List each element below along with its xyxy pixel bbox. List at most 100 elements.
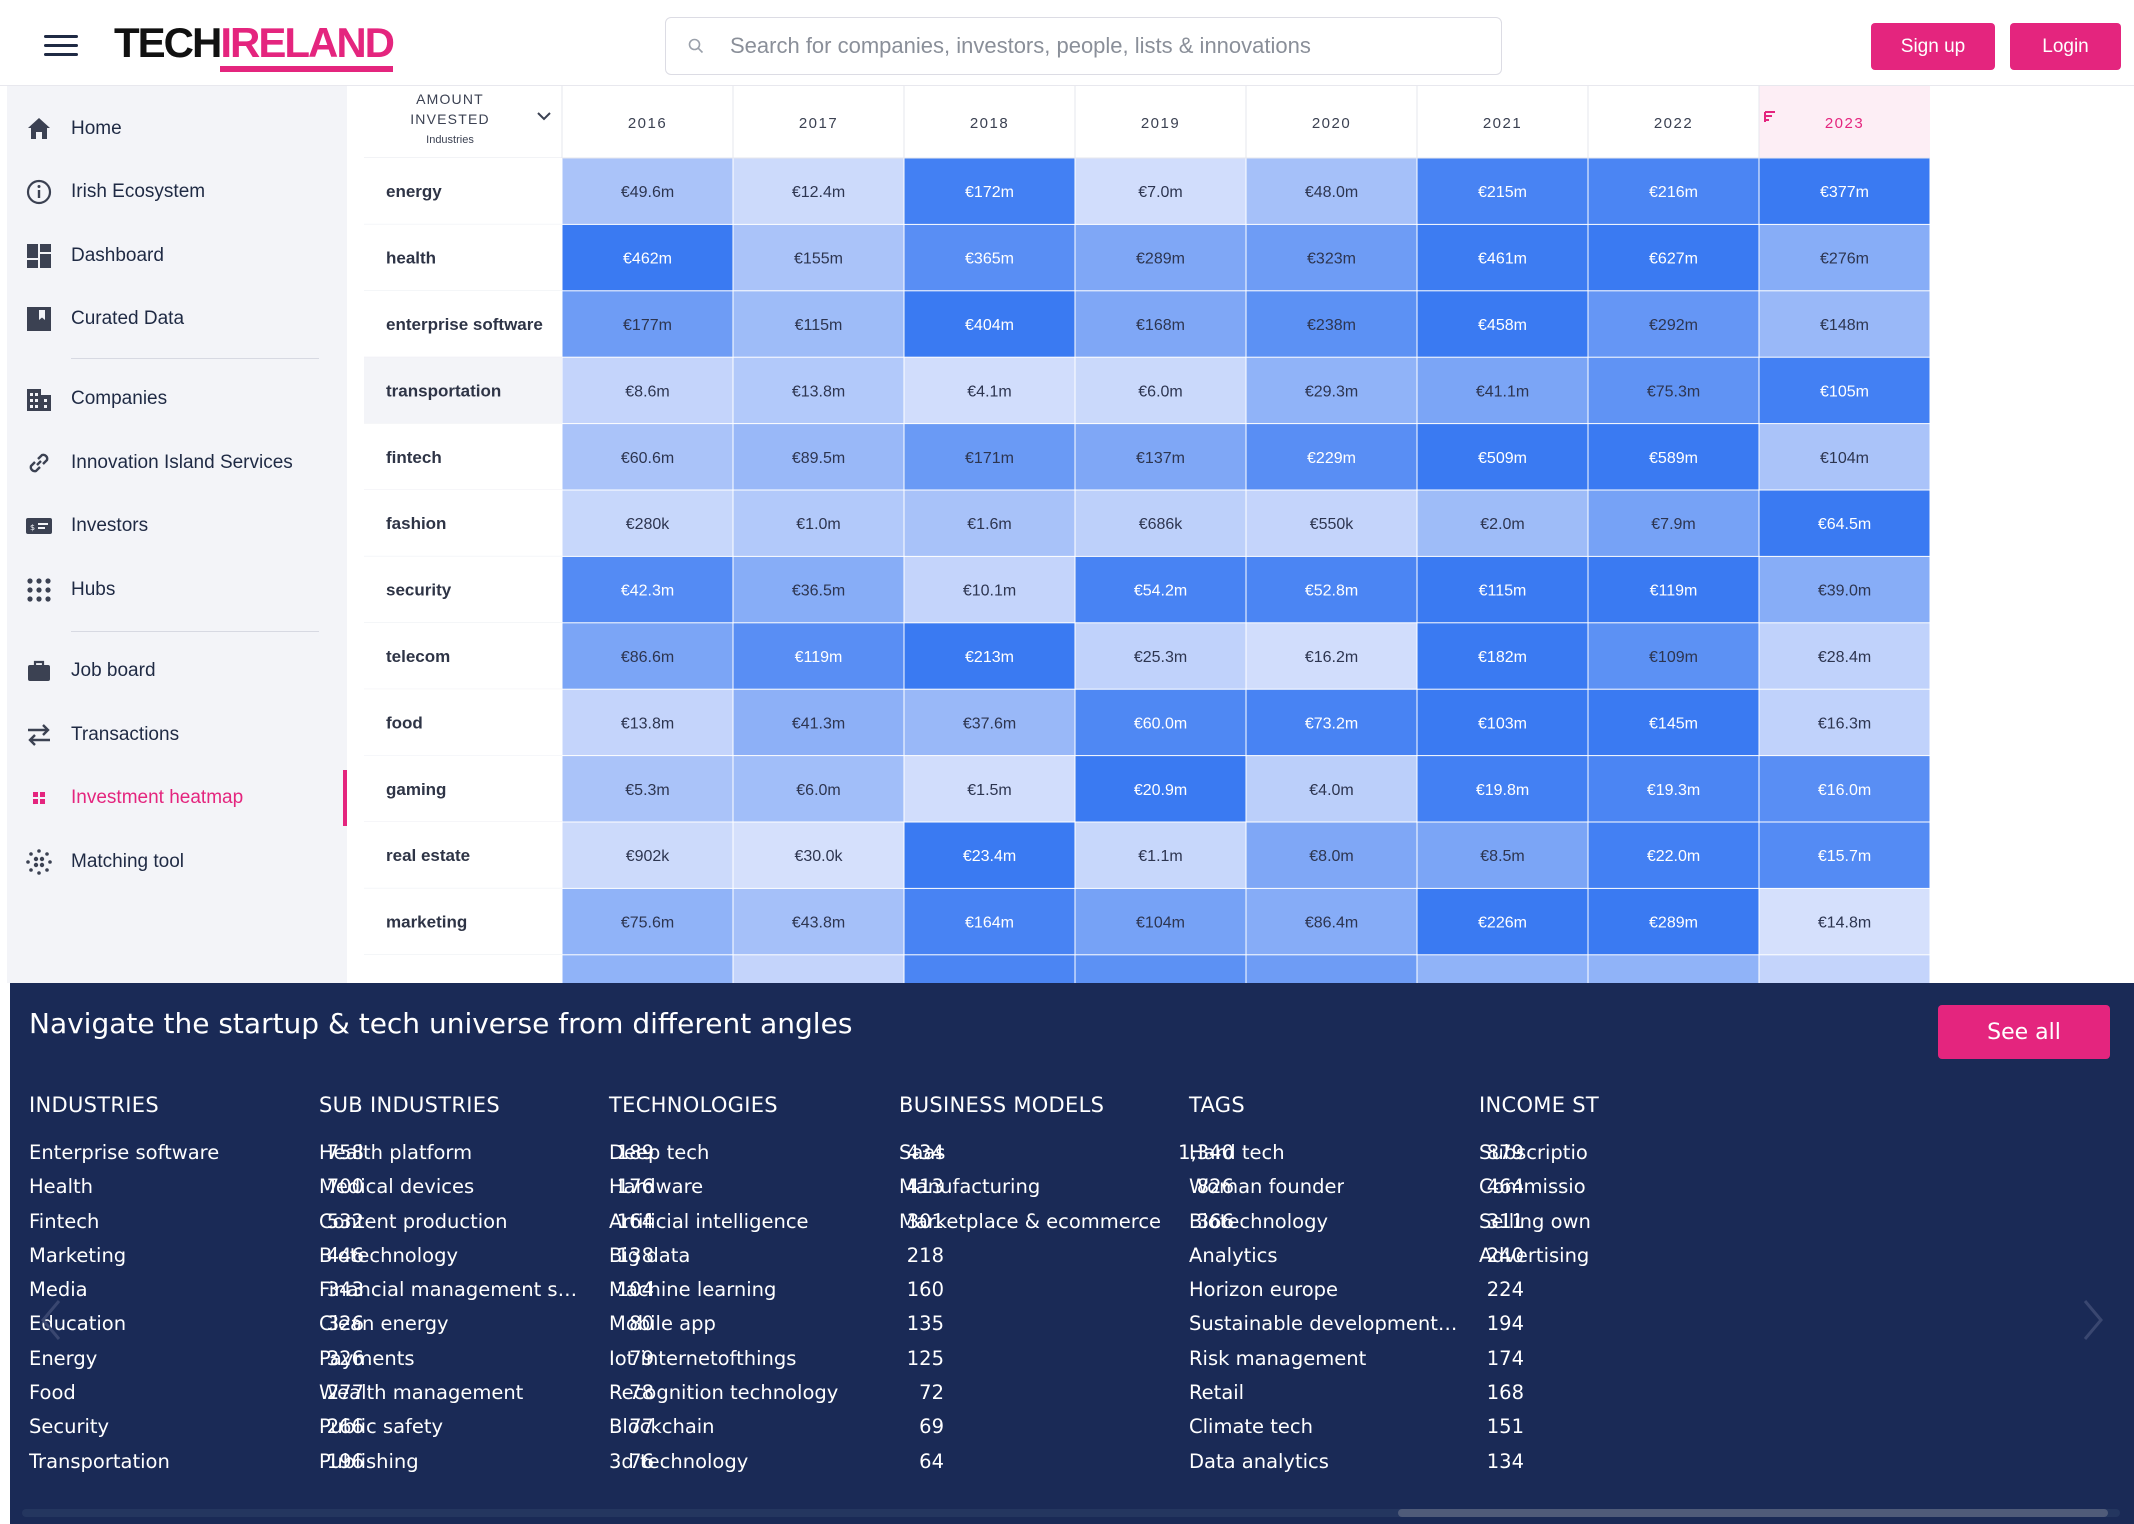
heatmap-cell[interactable] xyxy=(1588,424,1759,490)
category-list-item[interactable]: Iot internetofthings 125 xyxy=(609,1343,944,1377)
heatmap-cell[interactable] xyxy=(904,357,1075,424)
heatmap-cell[interactable] xyxy=(562,291,733,357)
heatmap-cell[interactable] xyxy=(1417,424,1588,490)
sidebar-item-innovation-island-services[interactable]: Innovation Island Services xyxy=(7,435,347,491)
heatmap-cell[interactable] xyxy=(1588,888,1759,955)
heatmap-cell[interactable] xyxy=(1759,424,1930,490)
heatmap-cell[interactable] xyxy=(562,424,733,490)
heatmap-cell[interactable] xyxy=(1075,224,1246,291)
heatmap-cell[interactable] xyxy=(904,556,1075,623)
heatmap-cell[interactable] xyxy=(1075,888,1246,955)
row-label-telecom[interactable]: telecom xyxy=(386,647,450,666)
heatmap-cell[interactable] xyxy=(904,888,1075,955)
category-list-item[interactable]: Media 343 xyxy=(29,1274,364,1308)
heatmap-cell[interactable] xyxy=(1246,623,1417,689)
category-list-item[interactable]: Education 326 xyxy=(29,1308,364,1342)
heatmap-cell[interactable] xyxy=(733,357,904,424)
category-list-item[interactable]: Climate tech 151 xyxy=(1189,1411,1524,1445)
heatmap-cell[interactable] xyxy=(1417,756,1588,822)
sign-up-button[interactable]: Sign up xyxy=(1871,23,1995,70)
heatmap-cell[interactable] xyxy=(1246,357,1417,424)
heatmap-cell[interactable] xyxy=(904,955,1075,983)
heatmap-cell[interactable] xyxy=(1417,689,1588,756)
heatmap-cell[interactable] xyxy=(1759,623,1930,689)
category-list-item[interactable]: Blockchain 69 xyxy=(609,1411,944,1445)
heatmap-cell[interactable] xyxy=(1588,756,1759,822)
heatmap-cell[interactable] xyxy=(1759,556,1930,623)
heatmap-cell[interactable] xyxy=(733,756,904,822)
category-list-item[interactable]: Retail 168 xyxy=(1189,1377,1524,1411)
heatmap-cell[interactable] xyxy=(1246,888,1417,955)
category-list-item[interactable]: Clean energy 80 xyxy=(319,1308,654,1342)
horizontal-scrollbar-thumb[interactable] xyxy=(1398,1509,2108,1517)
heatmap-cell[interactable] xyxy=(1588,490,1759,556)
heatmap-cell[interactable] xyxy=(1417,224,1588,291)
heatmap-cell[interactable] xyxy=(1417,623,1588,689)
sidebar-item-transactions[interactable]: Transactions xyxy=(7,707,347,763)
category-list-item[interactable]: 3d technology 64 xyxy=(609,1446,944,1480)
heatmap-cell[interactable] xyxy=(562,556,733,623)
category-list-item[interactable]: Transportation 196 xyxy=(29,1446,364,1480)
heatmap-cell[interactable] xyxy=(1075,357,1246,424)
category-column-header[interactable]: INDUSTRIES xyxy=(29,1093,159,1117)
heatmap-cell[interactable] xyxy=(733,689,904,756)
sort-icon[interactable] xyxy=(1764,111,1775,122)
heatmap-cell[interactable] xyxy=(1417,357,1588,424)
heatmap-cell[interactable] xyxy=(1075,756,1246,822)
row-label-food[interactable]: food xyxy=(386,713,423,732)
category-list-item[interactable]: Biotechnology 138 xyxy=(319,1240,654,1274)
heatmap-cell[interactable] xyxy=(733,291,904,357)
column-header-2018[interactable]: 2018 xyxy=(970,115,1009,132)
category-list-item[interactable]: Medical devices 176 xyxy=(319,1171,654,1205)
sidebar-item-irish-ecosystem[interactable]: Irish Ecosystem xyxy=(7,164,347,220)
category-list-item[interactable]: Public safety 77 xyxy=(319,1411,654,1445)
heatmap-cell[interactable] xyxy=(1759,158,1930,224)
row-label-marketing[interactable]: marketing xyxy=(386,913,467,932)
category-list-item[interactable]: Subscriptio xyxy=(1479,1137,1814,1171)
heatmap-cell[interactable] xyxy=(562,490,733,556)
heatmap-cell[interactable] xyxy=(1588,556,1759,623)
category-list-item[interactable]: Horizon europe 224 xyxy=(1189,1274,1524,1308)
category-column-header[interactable]: TAGS xyxy=(1189,1093,1245,1117)
category-list-item[interactable]: Marketplace & ecommerce 366 xyxy=(899,1206,1234,1240)
heatmap-cell[interactable] xyxy=(1759,689,1930,756)
column-header-2023[interactable]: 2023 xyxy=(1825,115,1864,132)
sidebar-item-matching-tool[interactable]: Matching tool xyxy=(7,834,347,890)
heatmap-cell[interactable] xyxy=(1417,490,1588,556)
category-list-item[interactable]: Energy 326 xyxy=(29,1343,364,1377)
heatmap-cell[interactable] xyxy=(1246,756,1417,822)
heatmap-cell[interactable] xyxy=(1759,822,1930,888)
category-list-item[interactable]: Selling own xyxy=(1479,1206,1814,1240)
category-column-header[interactable]: TECHNOLOGIES xyxy=(609,1093,778,1117)
heatmap-cell[interactable] xyxy=(1759,888,1930,955)
heatmap-cell[interactable] xyxy=(1246,424,1417,490)
heatmap-cell[interactable] xyxy=(562,224,733,291)
category-list-item[interactable]: Analytics 240 xyxy=(1189,1240,1524,1274)
row-label-real-estate[interactable]: real estate xyxy=(386,846,470,865)
heatmap-cell[interactable] xyxy=(1246,822,1417,888)
heatmap-cell[interactable] xyxy=(1246,490,1417,556)
see-all-button[interactable]: See all xyxy=(1938,1005,2110,1059)
heatmap-cell[interactable] xyxy=(1246,291,1417,357)
column-header-2022[interactable]: 2022 xyxy=(1654,115,1693,132)
heatmap-cell[interactable] xyxy=(904,756,1075,822)
heatmap-cell[interactable] xyxy=(733,888,904,955)
category-list-item[interactable]: Marketing 446 xyxy=(29,1240,364,1274)
heatmap-cell[interactable] xyxy=(1246,556,1417,623)
heatmap-cell[interactable] xyxy=(733,822,904,888)
category-list-item[interactable]: Biotechnology 311 xyxy=(1189,1206,1524,1240)
category-list-item[interactable]: Enterprise software 758 xyxy=(29,1137,364,1171)
heatmap-cell[interactable] xyxy=(1417,955,1588,983)
heatmap-cell[interactable] xyxy=(1759,756,1930,822)
heatmap-cell[interactable] xyxy=(1759,291,1930,357)
login-button[interactable]: Login xyxy=(2010,23,2121,70)
heatmap-cell[interactable] xyxy=(1075,556,1246,623)
category-list-item[interactable]: Saas 1,340 xyxy=(899,1137,1234,1171)
category-list-item[interactable]: Sustainable development g… 194 xyxy=(1189,1308,1524,1342)
category-list-item[interactable]: Food 277 xyxy=(29,1377,364,1411)
sidebar-item-investors[interactable]: $ Investors xyxy=(7,498,347,554)
sidebar-item-investment-heatmap[interactable]: Investment heatmap xyxy=(7,770,347,826)
heatmap-cell[interactable] xyxy=(733,490,904,556)
menu-icon[interactable] xyxy=(44,32,78,58)
sidebar-item-dashboard[interactable]: Dashboard xyxy=(7,228,347,284)
